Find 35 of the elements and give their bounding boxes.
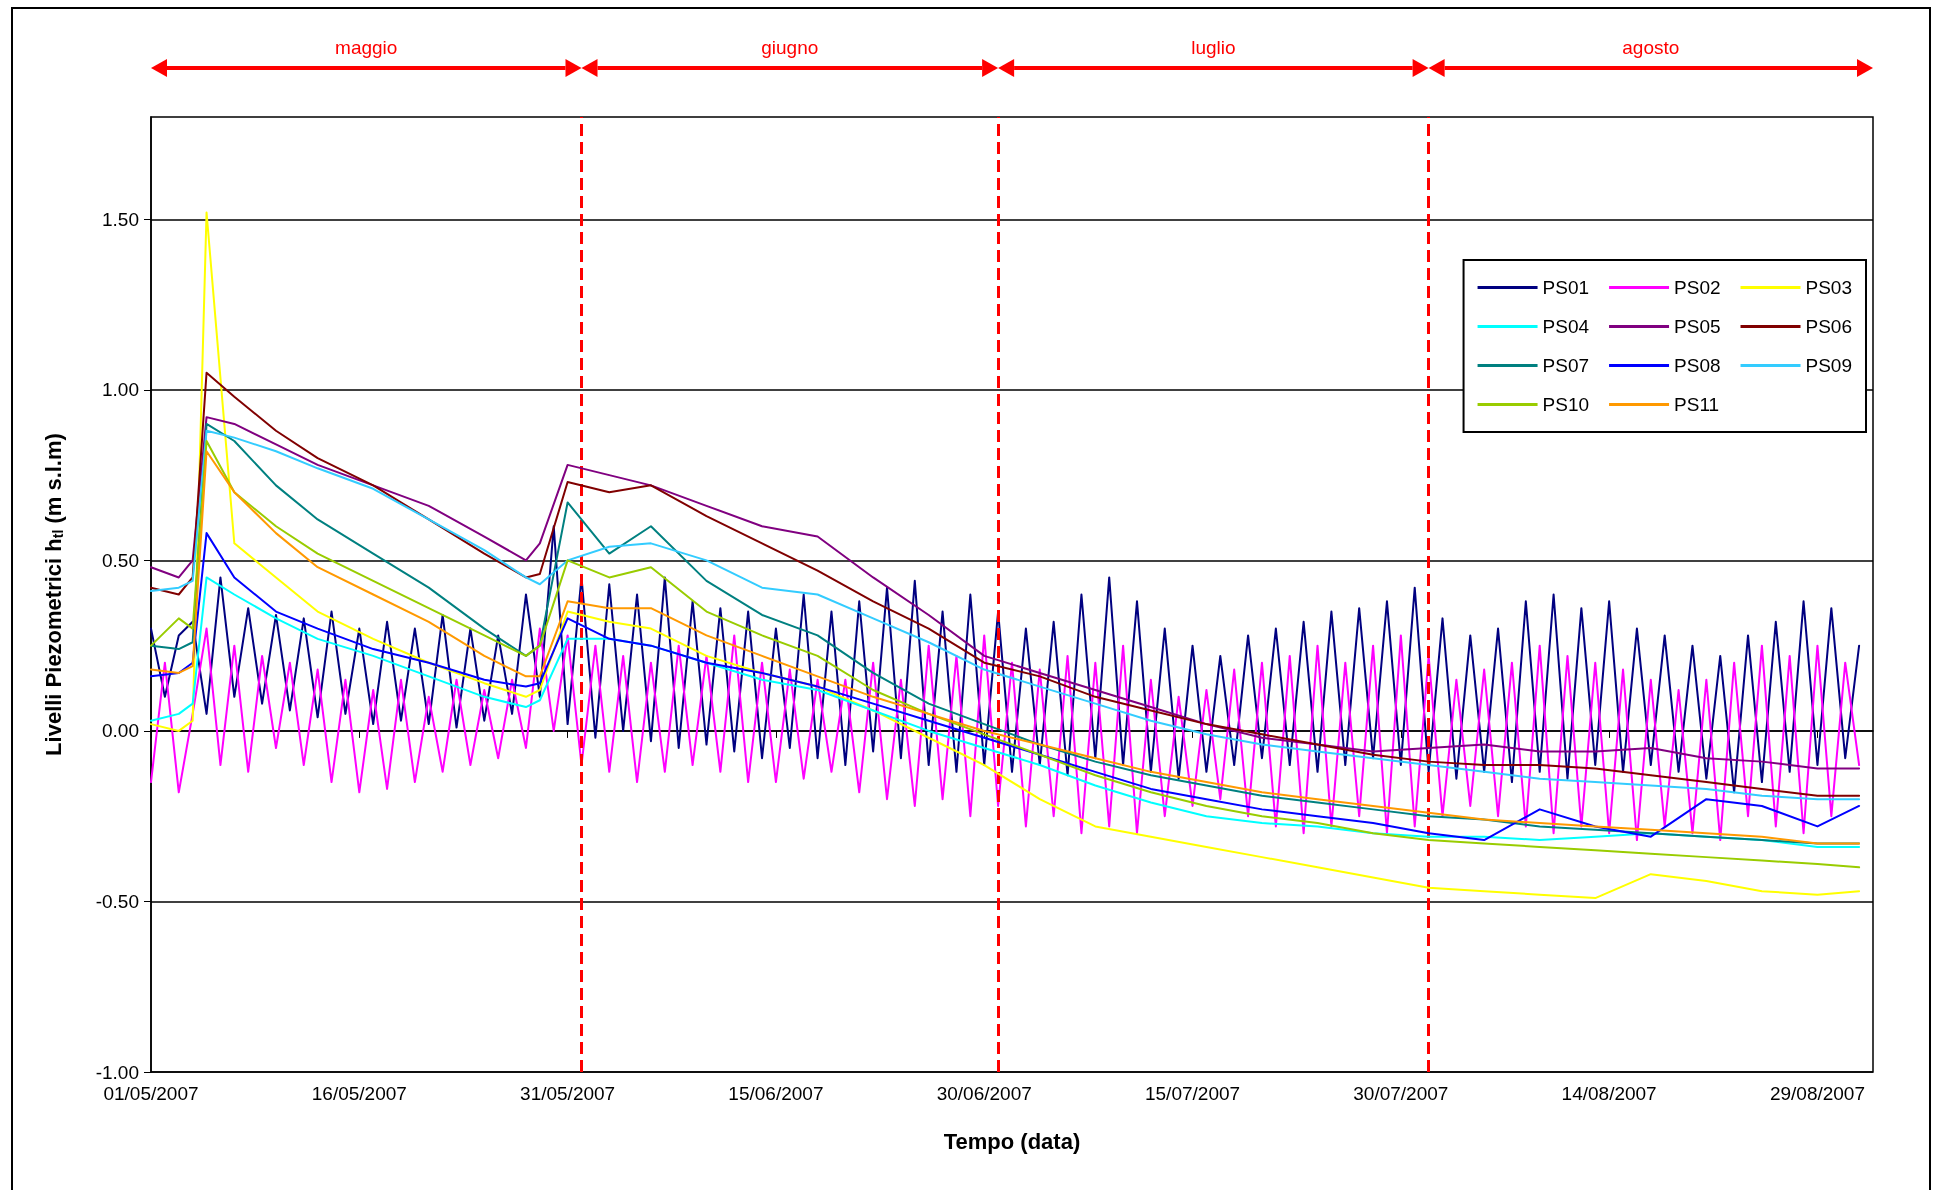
x-tick-label: 16/05/2007 — [311, 1083, 407, 1104]
x-tick-label: 30/06/2007 — [936, 1083, 1032, 1104]
y-tick-label: -0.50 — [95, 890, 139, 912]
legend-label: PS10 — [1542, 394, 1590, 415]
legend-label: PS08 — [1674, 355, 1721, 376]
text: maggio — [335, 37, 398, 59]
y-tick-label: -1.00 — [95, 1061, 139, 1083]
x-axis-title: Tempo (data) — [943, 1128, 1081, 1154]
line-series — [150, 211, 1861, 900]
legend-label: PS02 — [1674, 277, 1721, 298]
text: giugno — [761, 37, 819, 59]
x-tick-label: 29/08/2007 — [1769, 1083, 1865, 1104]
legend-label: PS01 — [1542, 277, 1590, 298]
x-tick-label: 14/08/2007 — [1561, 1083, 1657, 1104]
y-tick-label: 0.50 — [102, 549, 139, 571]
x-tick-label: 31/05/2007 — [520, 1083, 616, 1104]
line-series — [150, 627, 1861, 842]
x-tick-label: 15/06/2007 — [728, 1083, 824, 1104]
legend-label: PS05 — [1674, 316, 1721, 337]
legend-label: PS07 — [1542, 355, 1590, 376]
y-tick-label: 1.50 — [102, 208, 139, 230]
legend-label: PS04 — [1542, 316, 1590, 337]
legend-label: PS06 — [1805, 316, 1852, 337]
y-tick-label: 0.00 — [102, 720, 139, 742]
y-axis-title: Livelli Piezometrici htl (m s.l.m) — [40, 433, 66, 756]
y-tick-label: 1.00 — [102, 379, 139, 401]
text: agosto — [1622, 37, 1680, 59]
legend-label: PS09 — [1805, 355, 1852, 376]
x-tick-label: 01/05/2007 — [103, 1083, 199, 1104]
line-series — [150, 532, 1861, 842]
x-tick-label: 30/07/2007 — [1353, 1083, 1449, 1104]
x-tick-label: 15/07/2007 — [1144, 1083, 1241, 1104]
legend-label: PS03 — [1805, 277, 1852, 298]
legend-label: PS11 — [1674, 394, 1720, 415]
text: luglio — [1191, 37, 1236, 59]
